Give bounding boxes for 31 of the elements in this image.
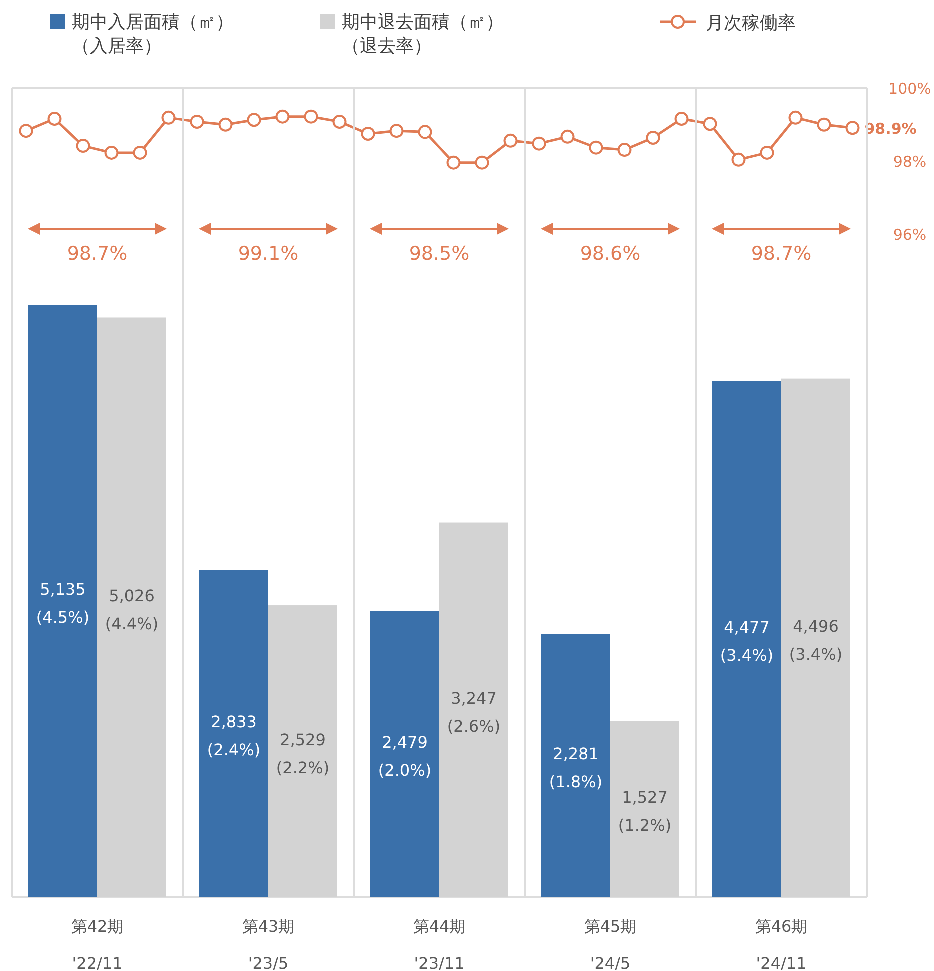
bar xyxy=(200,570,268,897)
x-tick-label: 第45期 '24/5 xyxy=(584,917,637,971)
x-tick-label: 第42期 '22/11 xyxy=(71,917,124,971)
bar xyxy=(28,305,98,897)
text: 99.1% xyxy=(238,243,299,265)
data-label: 5,026 (4.4%) xyxy=(105,586,159,634)
legend-label: 月次稼働率 xyxy=(706,13,796,34)
x-tick-label: 第43期 '23/5 xyxy=(242,917,295,971)
y-tick-label: 96% xyxy=(893,226,927,244)
data-label: 4,477 (3.4%) xyxy=(720,618,774,666)
text: 98.7% xyxy=(67,243,128,265)
data-label: 3,247 (2.6%) xyxy=(447,688,501,736)
text: 98.6% xyxy=(580,243,641,265)
bar xyxy=(712,381,782,897)
bar xyxy=(542,634,610,897)
x-tick-label: 第46期 '24/11 xyxy=(755,917,808,971)
bar xyxy=(370,611,440,897)
data-label: 2,281 (1.8%) xyxy=(549,744,603,792)
y-tick-label: 98% xyxy=(893,153,927,171)
data-label: 1,527 (1.2%) xyxy=(618,788,672,836)
y-tick-label: 100% xyxy=(888,80,932,98)
text: 98.7% xyxy=(751,243,812,265)
legend-label: 期中退去面積（㎡）（退去率） xyxy=(342,12,504,57)
text: 98.5% xyxy=(409,243,470,265)
legend-label: 期中入居面積（㎡）（入居率） xyxy=(72,12,234,57)
data-label: 2,479 (2.0%) xyxy=(378,733,432,780)
data-label: 2,833 (2.4%) xyxy=(207,712,261,760)
data-label: 5,135 (4.5%) xyxy=(36,580,90,628)
data-label: 4,496 (3.4%) xyxy=(789,616,843,664)
x-tick-label: 第44期 '23/11 xyxy=(413,917,466,971)
data-label: 2,529 (2.2%) xyxy=(276,730,330,778)
